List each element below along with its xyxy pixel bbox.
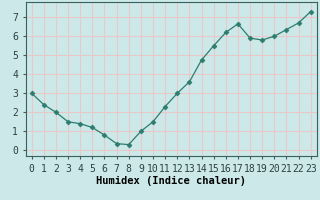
X-axis label: Humidex (Indice chaleur): Humidex (Indice chaleur) bbox=[96, 176, 246, 186]
